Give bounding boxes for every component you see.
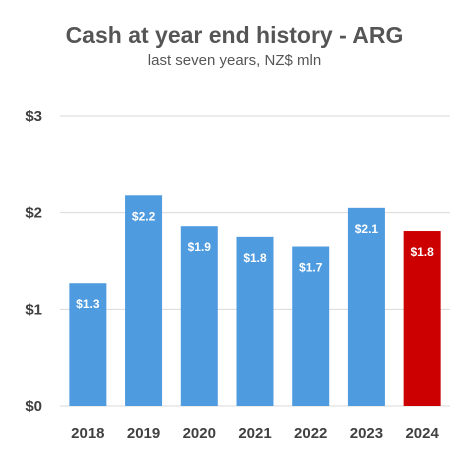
x-tick-label: 2018: [71, 425, 104, 442]
bar-2021: [236, 236, 274, 406]
data-label: $1.8: [243, 251, 267, 265]
y-tick-label: $0: [25, 398, 42, 415]
bar-2022: [292, 246, 330, 406]
data-label: $1.7: [299, 261, 323, 275]
data-label: $1.9: [188, 240, 212, 254]
chart-subtitle: last seven years, NZ$ mln: [147, 52, 322, 69]
x-tick-label: 2019: [127, 425, 160, 442]
bar-2019: [125, 195, 163, 406]
y-tick-label: $2: [25, 205, 42, 222]
bar-2020: [180, 226, 218, 406]
y-tick-label: $3: [25, 108, 42, 125]
x-tick-label: 2024: [405, 425, 439, 442]
data-label: $1.8: [410, 245, 434, 259]
bar-2024: [403, 231, 441, 406]
x-tick-label: 2021: [238, 425, 271, 442]
x-tick-label: 2022: [294, 425, 327, 442]
bar-2018: [69, 283, 107, 406]
y-tick-label: $1: [25, 301, 42, 318]
data-label: $2.1: [355, 222, 379, 236]
data-label: $2.2: [132, 209, 156, 223]
x-tick-label: 2020: [183, 425, 216, 442]
x-tick-label: 2023: [350, 425, 383, 442]
bar-2023: [347, 207, 385, 406]
chart-title: Cash at year end history - ARG: [65, 22, 404, 48]
data-label: $1.3: [76, 297, 100, 311]
